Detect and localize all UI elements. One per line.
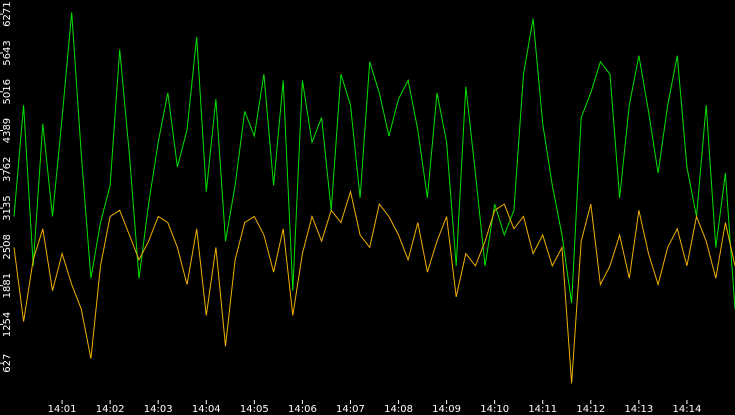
y-tick-label: 5643 bbox=[2, 40, 13, 65]
series-line bbox=[13, 12, 735, 310]
x-tick-label: 14:06 bbox=[288, 404, 317, 415]
x-tick-label: 14:08 bbox=[384, 404, 413, 415]
y-tick-label: 5016 bbox=[2, 79, 13, 104]
y-tick-label: 4389 bbox=[2, 118, 13, 143]
x-tick-label: 14:10 bbox=[480, 404, 509, 415]
x-tick-label: 14:07 bbox=[336, 404, 365, 415]
x-tick-label: 14:04 bbox=[192, 404, 221, 415]
x-tick-label: 14:14 bbox=[673, 404, 702, 415]
y-tick-label: 3135 bbox=[2, 195, 13, 220]
x-tick-label: 14:13 bbox=[624, 404, 653, 415]
x-tick-label: 14:05 bbox=[240, 404, 269, 415]
x-tick-label: 14:02 bbox=[96, 404, 125, 415]
y-tick-label: 2508 bbox=[2, 234, 13, 259]
series-line bbox=[13, 189, 735, 384]
y-tick-label: 3762 bbox=[2, 157, 13, 182]
y-tick-label: 6271 bbox=[2, 1, 13, 26]
x-tick-label: 14:12 bbox=[576, 404, 605, 415]
y-tick-label: 1254 bbox=[2, 312, 13, 337]
x-tick-label: 14:09 bbox=[432, 404, 461, 415]
y-tick-label: 627 bbox=[2, 354, 13, 373]
x-tick-label: 14:03 bbox=[144, 404, 173, 415]
y-tick-label: 1881 bbox=[2, 273, 13, 298]
x-tick-label: 14:01 bbox=[48, 404, 77, 415]
x-tick-label: 14:11 bbox=[528, 404, 557, 415]
